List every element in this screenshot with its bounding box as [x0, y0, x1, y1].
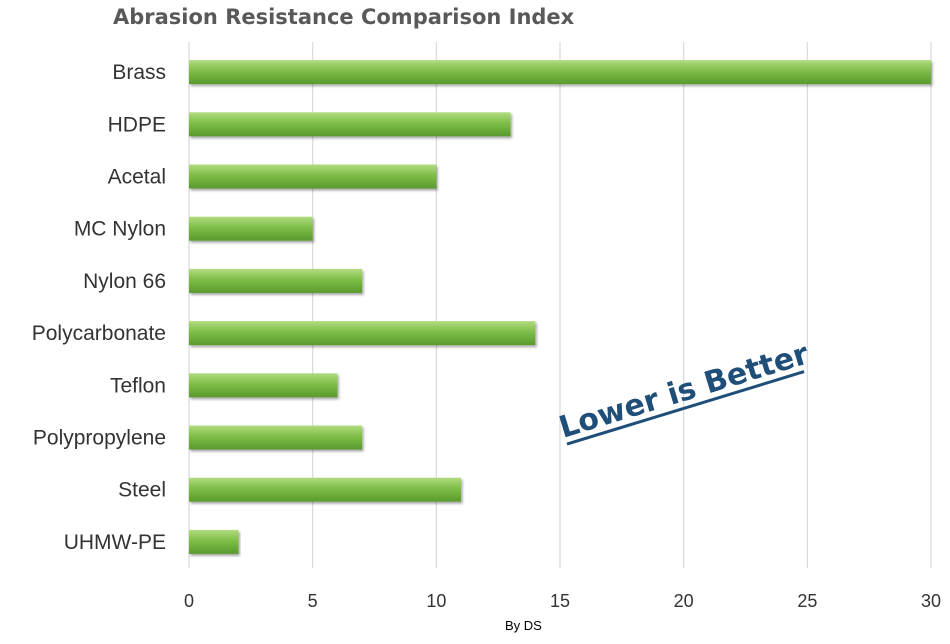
- bar: [189, 216, 313, 241]
- bar: [189, 112, 511, 137]
- category-label: Polycarbonate: [32, 322, 166, 345]
- bar: [189, 477, 462, 502]
- bar: [189, 425, 363, 450]
- x-tick-label: 10: [426, 591, 446, 611]
- chart-title: Abrasion Resistance Comparison Index: [113, 5, 575, 29]
- bar: [189, 321, 536, 346]
- annotation-underline: [566, 370, 805, 446]
- x-tick-label: 30: [921, 591, 941, 611]
- category-label: Steel: [118, 479, 166, 502]
- category-label: Polypropylene: [33, 427, 166, 450]
- category-label: Brass: [112, 61, 166, 84]
- category-label: Nylon 66: [83, 270, 166, 293]
- bar: [189, 529, 239, 554]
- x-tick-label: 15: [550, 591, 570, 611]
- bar: [189, 60, 931, 85]
- category-label: Teflon: [110, 374, 166, 397]
- category-label: HDPE: [108, 113, 166, 136]
- category-labels: Brass HDPE Acetal MC Nylon Nylon 66 Polycarbo…: [32, 61, 166, 554]
- bar: [189, 373, 338, 398]
- credit-text: By DS: [505, 618, 542, 633]
- x-tick-label: 5: [308, 591, 318, 611]
- bars: [189, 60, 931, 554]
- x-tick-label: 20: [674, 591, 694, 611]
- x-tick-label: 25: [797, 591, 817, 611]
- bar: [189, 268, 363, 293]
- category-label: UHMW-PE: [64, 531, 166, 554]
- x-tick-label: 0: [184, 591, 194, 611]
- x-axis-tick-labels: 0 5 10 15 20 25 30: [184, 591, 941, 611]
- bar: [189, 164, 437, 189]
- category-label: MC Nylon: [74, 218, 166, 241]
- category-label: Acetal: [108, 166, 166, 189]
